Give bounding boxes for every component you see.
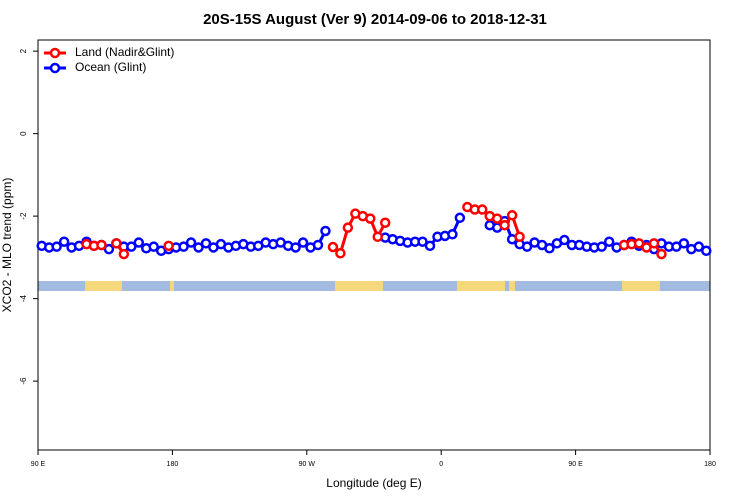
land-band <box>170 281 174 291</box>
point <box>335 247 346 259</box>
x-tick-label: 90 E <box>31 461 46 468</box>
x-tick-label: 90 E <box>568 461 583 468</box>
point <box>603 236 615 247</box>
point <box>51 241 62 252</box>
point <box>656 248 667 260</box>
y-axis-label: XCO2 - MLO trend (ppm) <box>0 178 14 313</box>
legend-marker <box>49 47 61 59</box>
point <box>290 242 301 253</box>
y-tick-label: -2 <box>19 212 28 220</box>
point <box>365 213 376 224</box>
point <box>693 241 705 252</box>
land-band <box>457 281 505 291</box>
point <box>178 241 189 252</box>
y-tick-label: 2 <box>19 48 28 53</box>
point <box>103 243 115 255</box>
point <box>163 240 174 252</box>
legend-marker <box>49 62 61 74</box>
point <box>297 237 309 248</box>
point <box>148 241 159 252</box>
y-tick-label: 0 <box>19 131 28 136</box>
point <box>633 238 645 249</box>
legend-label: Land (Nadir&Glint) <box>75 45 174 59</box>
point <box>126 241 137 252</box>
point <box>521 241 533 252</box>
point <box>447 229 458 240</box>
point <box>111 238 122 249</box>
point <box>454 212 466 224</box>
point <box>499 219 510 231</box>
x-axis-label: Longitude (deg E) <box>326 476 421 490</box>
point <box>118 248 130 260</box>
x-tick-label: 0 <box>439 461 443 468</box>
point <box>96 239 107 251</box>
point <box>417 236 428 247</box>
x-tick-label: 90 W <box>299 461 316 468</box>
point <box>312 239 324 251</box>
land-band <box>335 281 383 291</box>
surface-mask <box>38 281 710 291</box>
point <box>596 241 607 252</box>
x-tick-label: 180 <box>704 461 716 468</box>
land-band <box>85 281 122 291</box>
point <box>544 243 555 254</box>
point <box>185 237 197 248</box>
point <box>372 231 383 243</box>
point <box>133 237 145 248</box>
land-band <box>622 281 660 291</box>
point <box>58 236 70 247</box>
point <box>506 210 518 221</box>
point <box>379 217 391 228</box>
point <box>701 245 712 257</box>
y-tick-label: -4 <box>19 295 28 303</box>
x-tick-label: 180 <box>167 461 179 468</box>
y-tick-label: -6 <box>19 377 28 385</box>
point <box>193 242 204 253</box>
point <box>514 231 525 243</box>
point <box>327 241 339 253</box>
point <box>320 225 331 237</box>
point <box>641 242 652 253</box>
point <box>559 234 570 246</box>
point <box>491 213 503 224</box>
point <box>477 204 488 215</box>
point <box>200 238 212 249</box>
point <box>342 222 354 233</box>
chart-title: 20S-15S August (Ver 9) 2014-09-06 to 201… <box>203 11 547 28</box>
point <box>424 240 436 252</box>
land-band <box>509 281 515 291</box>
point <box>678 238 690 249</box>
point <box>648 238 660 249</box>
legend-label: Ocean (Glint) <box>75 60 146 74</box>
